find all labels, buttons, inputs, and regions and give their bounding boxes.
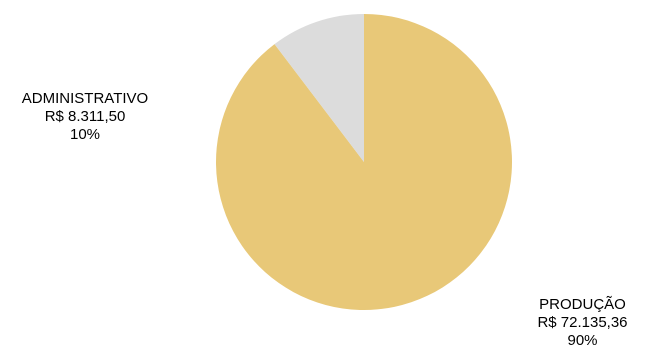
pie-slice-producao <box>216 14 513 310</box>
slice-label-producao: PRODUÇÃO R$ 72.135,36 90% <box>520 296 645 350</box>
slice-value-producao: R$ 72.135,36 <box>537 314 628 331</box>
slice-value-administrativo: R$ 8.311,50 <box>44 108 126 125</box>
slice-percent-producao: 90% <box>567 332 598 349</box>
pie-slice-administrativo <box>274 14 364 162</box>
slice-percent-administrativo: 10% <box>69 126 101 143</box>
slice-name-producao: PRODUÇÃO <box>539 296 626 313</box>
slice-label-administrativo: ADMINISTRATIVO R$ 8.311,50 10% <box>10 90 160 144</box>
slice-name-administrativo: ADMINISTRATIVO <box>21 90 149 107</box>
pie-slices <box>216 14 513 310</box>
